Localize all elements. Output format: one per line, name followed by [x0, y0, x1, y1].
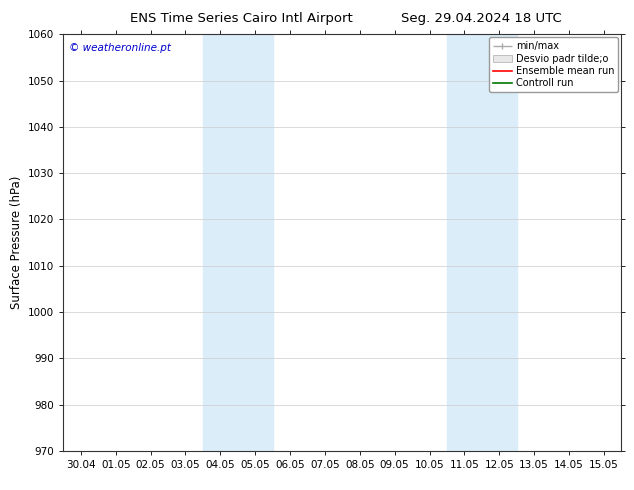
Y-axis label: Surface Pressure (hPa): Surface Pressure (hPa) [10, 176, 23, 309]
Legend: min/max, Desvio padr tilde;o, Ensemble mean run, Controll run: min/max, Desvio padr tilde;o, Ensemble m… [489, 37, 618, 92]
Text: Seg. 29.04.2024 18 UTC: Seg. 29.04.2024 18 UTC [401, 12, 562, 25]
Bar [447, 34, 517, 451]
Bar [203, 34, 273, 451]
Text: ENS Time Series Cairo Intl Airport: ENS Time Series Cairo Intl Airport [129, 12, 353, 25]
Text: © weatheronline.pt: © weatheronline.pt [69, 43, 171, 52]
